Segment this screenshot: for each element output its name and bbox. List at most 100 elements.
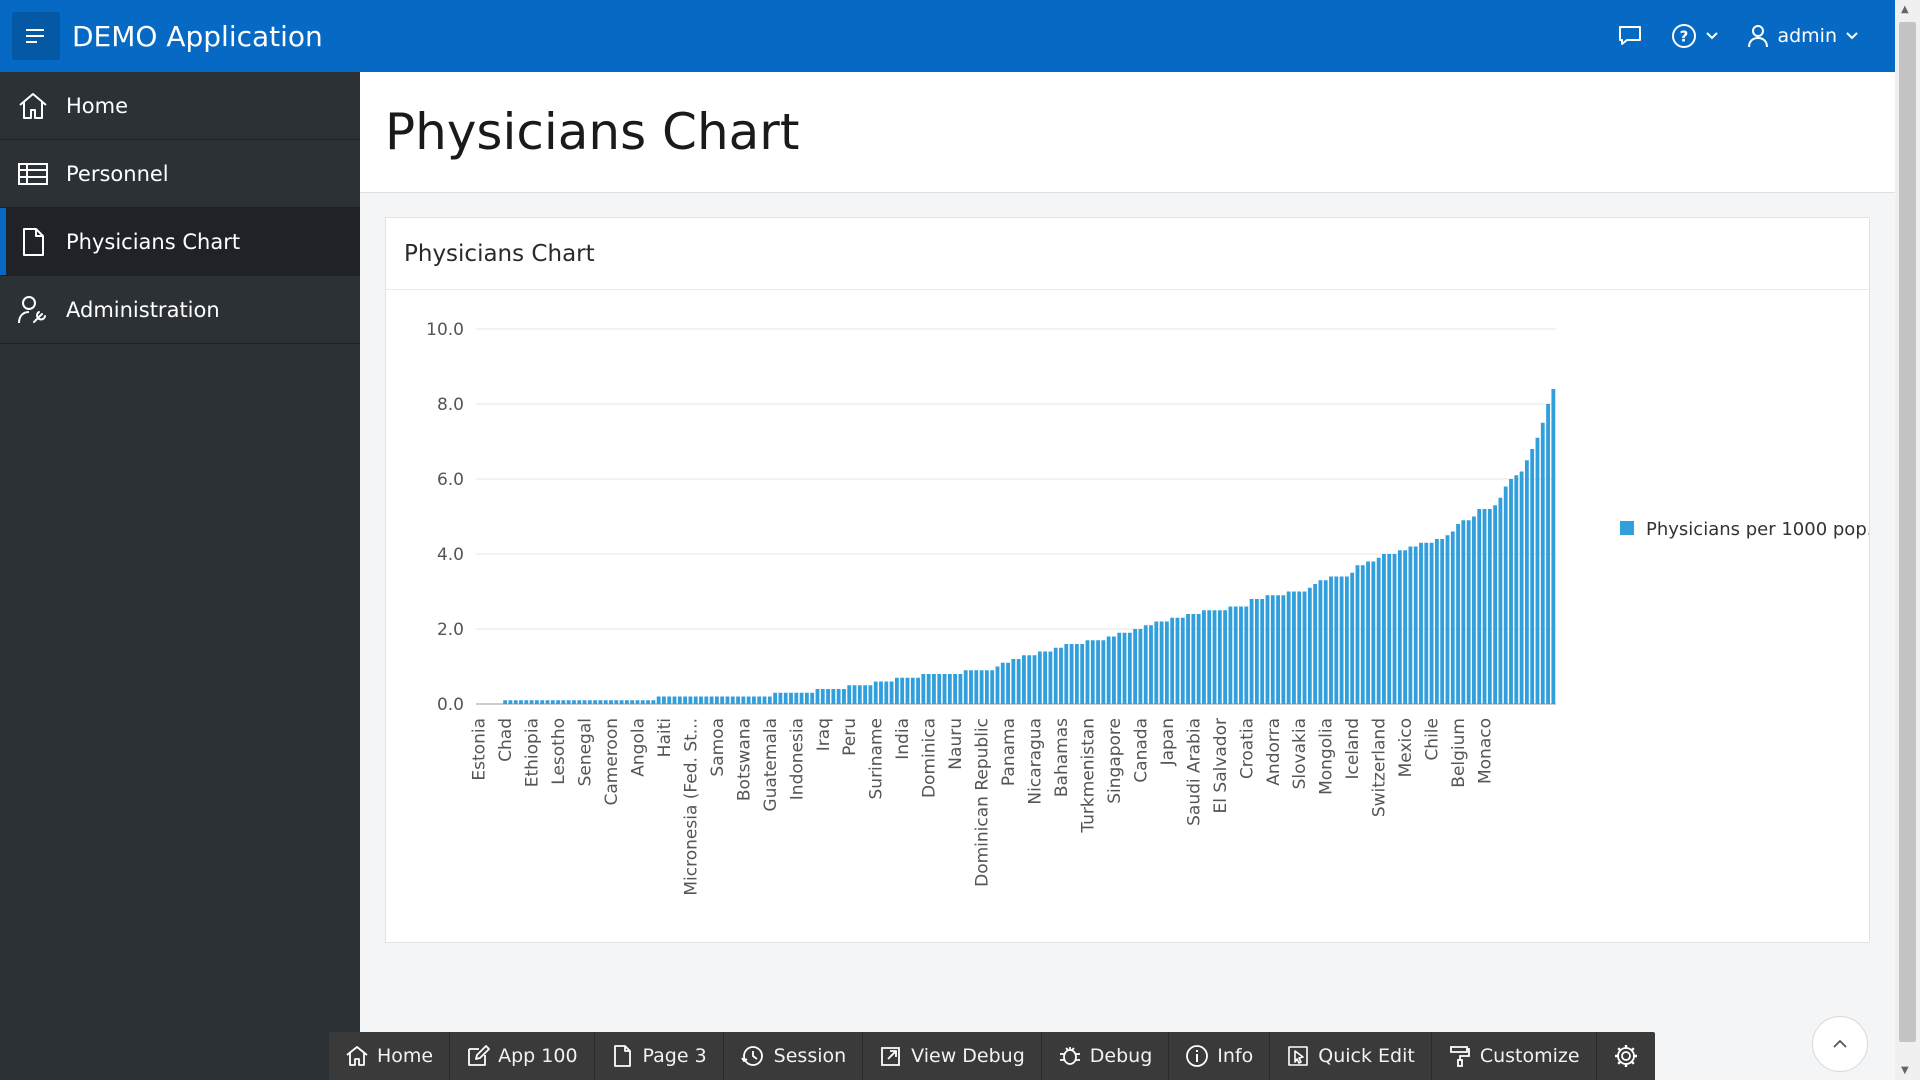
sidebar-item-administration[interactable]: Administration xyxy=(0,276,360,344)
chart-bar xyxy=(1382,554,1386,704)
user-icon xyxy=(1748,25,1769,48)
dev-view-debug-button[interactable]: View Debug xyxy=(863,1032,1042,1080)
dev-item-label: Customize xyxy=(1479,1045,1580,1067)
chart-bar xyxy=(1472,516,1476,704)
sidebar-item-home[interactable]: Home xyxy=(0,72,360,140)
x-tick-label: Guatemala xyxy=(761,718,781,812)
chart-bar xyxy=(709,696,714,704)
dev-session-button[interactable]: Session xyxy=(724,1032,864,1080)
chart-bar xyxy=(582,700,587,704)
chart-bar xyxy=(1143,625,1148,704)
chart-bar xyxy=(1270,595,1275,704)
scroll-thumb[interactable] xyxy=(1899,22,1916,1042)
chart-bar xyxy=(1265,595,1270,704)
menu-toggle-button[interactable] xyxy=(12,12,60,60)
chart-bar xyxy=(1408,546,1413,704)
chart-bar xyxy=(1313,584,1318,704)
chart-bar xyxy=(1064,644,1069,704)
sidebar-item-label: Administration xyxy=(66,297,220,322)
chart-bar xyxy=(587,700,592,704)
scroll-up-arrow-icon[interactable]: ▲ xyxy=(1901,4,1909,15)
chart-bar xyxy=(640,700,645,704)
home-icon xyxy=(19,92,47,119)
x-tick-label: Senegal xyxy=(576,718,596,786)
chart-bar xyxy=(1440,539,1445,704)
chart-bar xyxy=(1355,565,1360,704)
chart-bar xyxy=(1419,542,1423,704)
chart-bar xyxy=(1344,576,1349,704)
dev-debug-button[interactable]: Debug xyxy=(1042,1032,1170,1080)
chart-bar xyxy=(746,696,751,704)
user-menu-button[interactable]: admin xyxy=(1733,24,1873,48)
chart-bar xyxy=(1323,580,1328,704)
chart-bar xyxy=(1461,520,1466,704)
chart-bar xyxy=(1175,617,1180,704)
dev-item-label: Quick Edit xyxy=(1318,1045,1415,1067)
dev-item-label: Home xyxy=(377,1045,434,1067)
app-title[interactable]: DEMO Application xyxy=(72,19,323,53)
chart-bar xyxy=(868,685,873,704)
x-tick-label: Croatia xyxy=(1237,718,1257,779)
chart-bar xyxy=(519,700,523,704)
bar-chart: 0.0 2.0 4.0 6.0 8.0 10.0 Estonia Chad Ethiopia Le… xyxy=(426,320,1872,896)
x-tick-label: Chile xyxy=(1423,718,1443,761)
developer-toolbar: Home App 100 Page 3 Session View Debug D… xyxy=(329,1032,1655,1080)
dev-page-button[interactable]: Page 3 xyxy=(595,1032,724,1080)
sidebar-item-label: Home xyxy=(66,93,129,118)
x-tick-label: Chad xyxy=(496,718,516,762)
feedback-button[interactable] xyxy=(1603,24,1657,48)
chart-bar xyxy=(1022,655,1026,704)
x-tick-label: Monaco xyxy=(1476,718,1496,784)
chart-bar xyxy=(1223,610,1228,704)
chart-bar xyxy=(1540,422,1545,704)
chart-bar xyxy=(910,677,915,704)
x-tick-label: Slovakia xyxy=(1290,718,1310,789)
chart-bar xyxy=(1074,644,1079,704)
chart-bar xyxy=(762,696,767,704)
chart-bar xyxy=(984,670,989,704)
chart-bar xyxy=(995,666,1000,704)
chart-bar xyxy=(603,700,608,704)
chart-bar xyxy=(783,692,788,704)
legend-label: Physicians per 1000 pop. xyxy=(1646,519,1869,540)
help-menu-button[interactable]: ? xyxy=(1657,23,1733,49)
chart-bar xyxy=(979,670,984,704)
sidebar-item-physicians-chart[interactable]: Physicians Chart xyxy=(0,208,360,276)
chart-bar xyxy=(1006,662,1010,704)
chart-bar xyxy=(789,692,793,704)
chart-bar xyxy=(1376,557,1381,704)
x-tick-label: Iceland xyxy=(1343,718,1363,780)
sidebar-item-personnel[interactable]: Personnel xyxy=(0,140,360,208)
dev-app-button[interactable]: App 100 xyxy=(450,1032,595,1080)
back-to-top-button[interactable] xyxy=(1812,1016,1868,1072)
chart-bar xyxy=(974,670,979,704)
dev-customize-button[interactable]: Customize xyxy=(1432,1032,1597,1080)
chart-bar xyxy=(503,700,508,704)
chart-bar xyxy=(1360,565,1365,704)
chart-bar xyxy=(598,700,603,704)
chart-bar xyxy=(1498,497,1503,704)
chart-bar xyxy=(831,689,836,704)
chart-bar xyxy=(815,689,820,704)
chart-bar xyxy=(545,700,550,704)
chart-bar xyxy=(1191,614,1196,704)
chart-bar xyxy=(651,700,656,704)
dev-quick-edit-button[interactable]: Quick Edit xyxy=(1270,1032,1432,1080)
dev-settings-button[interactable] xyxy=(1597,1032,1655,1080)
chart-bar xyxy=(1334,576,1339,704)
x-tick-label: Nauru xyxy=(946,718,966,770)
paint-roller-icon xyxy=(1449,1046,1470,1067)
chart-bar xyxy=(778,692,783,704)
chart-bar xyxy=(990,670,995,704)
chart-bar xyxy=(1085,640,1090,704)
x-tick-label: Mexico xyxy=(1396,718,1416,777)
dev-info-button[interactable]: Info xyxy=(1169,1032,1271,1080)
dev-home-button[interactable]: Home xyxy=(329,1032,451,1080)
scroll-down-arrow-icon[interactable]: ▼ xyxy=(1901,1065,1909,1076)
y-tick-label: 8.0 xyxy=(437,395,464,415)
sidebar-item-label: Personnel xyxy=(66,161,169,186)
chart-bar xyxy=(1371,561,1376,704)
chart-bar xyxy=(1180,617,1185,704)
chart-bar xyxy=(1260,599,1265,704)
page-scrollbar[interactable]: ▲ ▼ xyxy=(1895,0,1920,1080)
